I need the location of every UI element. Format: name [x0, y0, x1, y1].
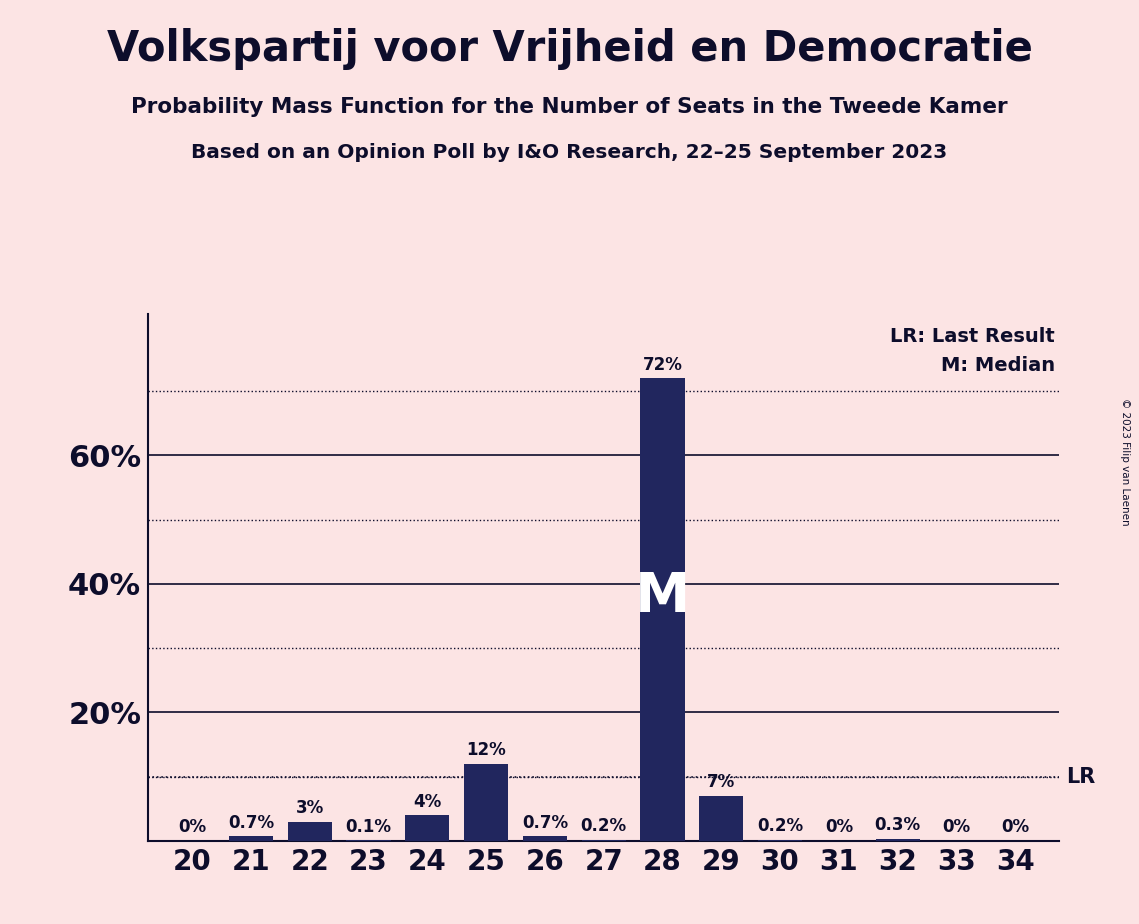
Text: 0%: 0% — [178, 819, 206, 836]
Text: Volkspartij voor Vrijheid en Democratie: Volkspartij voor Vrijheid en Democratie — [107, 28, 1032, 69]
Text: LR: LR — [1066, 767, 1096, 786]
Text: © 2023 Filip van Laenen: © 2023 Filip van Laenen — [1121, 398, 1130, 526]
Text: 0%: 0% — [942, 819, 970, 836]
Text: 0%: 0% — [1001, 819, 1030, 836]
Text: 0.1%: 0.1% — [345, 818, 392, 835]
Bar — [229, 836, 273, 841]
Text: 0.2%: 0.2% — [581, 817, 626, 835]
Text: 0.3%: 0.3% — [875, 817, 920, 834]
Text: M: Median: M: Median — [941, 357, 1055, 375]
Bar — [288, 821, 331, 841]
Bar — [464, 764, 508, 841]
Text: 3%: 3% — [296, 799, 323, 817]
Text: 0%: 0% — [825, 819, 853, 836]
Bar — [876, 839, 919, 841]
Text: Probability Mass Function for the Number of Seats in the Tweede Kamer: Probability Mass Function for the Number… — [131, 97, 1008, 117]
Text: Based on an Opinion Poll by I&O Research, 22–25 September 2023: Based on an Opinion Poll by I&O Research… — [191, 143, 948, 163]
Text: 0.2%: 0.2% — [757, 817, 803, 835]
Text: 0.7%: 0.7% — [522, 814, 568, 832]
Text: 72%: 72% — [642, 356, 682, 374]
Text: 12%: 12% — [466, 741, 506, 760]
Bar — [757, 840, 802, 841]
Bar — [640, 379, 685, 841]
Text: 7%: 7% — [707, 773, 736, 791]
Bar — [405, 815, 450, 841]
Text: LR: Last Result: LR: Last Result — [890, 327, 1055, 346]
Text: M: M — [634, 570, 690, 624]
Text: 4%: 4% — [413, 793, 442, 810]
Bar — [699, 796, 744, 841]
Text: 0.7%: 0.7% — [228, 814, 274, 832]
Bar — [523, 836, 567, 841]
Bar — [582, 840, 625, 841]
